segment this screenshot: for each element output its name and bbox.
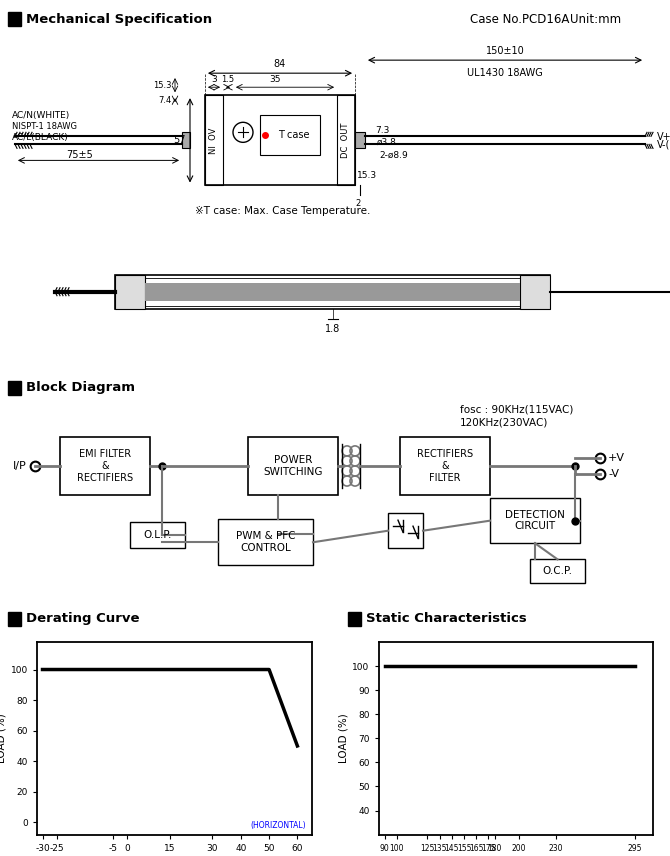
Text: Block Diagram: Block Diagram [26, 381, 135, 394]
Text: EMI FILTER
&
RECTIFIERS: EMI FILTER & RECTIFIERS [77, 449, 133, 483]
Bar [348, 612, 361, 626]
Text: 15.3: 15.3 [153, 80, 172, 90]
Text: O.L.P.: O.L.P. [143, 530, 172, 540]
Bar [130, 522, 185, 549]
Text: DC  OUT: DC OUT [342, 122, 350, 158]
Text: fosc : 90KHz(115VAC): fosc : 90KHz(115VAC) [460, 405, 574, 415]
Text: DETECTION
CIRCUIT: DETECTION CIRCUIT [505, 510, 565, 532]
Bar [182, 133, 190, 148]
Text: AC/N(WHITE): AC/N(WHITE) [12, 110, 70, 120]
Text: 57: 57 [174, 135, 186, 146]
Bar [205, 95, 223, 186]
Bar [530, 559, 585, 584]
Text: AC/L(BLACK): AC/L(BLACK) [12, 133, 69, 142]
Text: 3: 3 [211, 75, 217, 84]
Text: +V: +V [608, 453, 625, 463]
Text: ※T case: Max. Case Temperature.: ※T case: Max. Case Temperature. [195, 205, 371, 216]
Bar [355, 133, 365, 148]
Text: T case: T case [278, 130, 310, 140]
Text: UL1430 18AWG: UL1430 18AWG [467, 68, 543, 78]
Text: 15.3: 15.3 [357, 171, 377, 180]
Text: POWER
SWITCHING: POWER SWITCHING [263, 455, 323, 477]
Bar [145, 282, 520, 300]
Text: 7.4: 7.4 [159, 96, 172, 104]
Bar [60, 437, 150, 495]
Text: 75±5: 75±5 [66, 151, 93, 160]
Text: Unit:mm: Unit:mm [570, 13, 621, 26]
Bar [490, 498, 580, 544]
Bar [8, 12, 21, 26]
Text: 2: 2 [355, 199, 360, 209]
Text: 1.8: 1.8 [325, 324, 340, 334]
Bar [520, 275, 550, 309]
Text: 1.5: 1.5 [222, 75, 234, 84]
Bar [260, 116, 320, 156]
Text: RECTIFIERS
&
FILTER: RECTIFIERS & FILTER [417, 449, 473, 483]
Bar [205, 95, 355, 186]
Text: -V: -V [608, 469, 619, 479]
Bar [248, 437, 338, 495]
Bar [388, 513, 423, 549]
Text: Derating Curve: Derating Curve [26, 612, 139, 625]
Text: 7.3: 7.3 [375, 126, 389, 134]
Bar [337, 95, 355, 186]
Text: NISPT-1 18AWG: NISPT-1 18AWG [12, 122, 77, 131]
Text: Case No.PCD16A: Case No.PCD16A [470, 13, 570, 26]
Y-axis label: LOAD (%): LOAD (%) [338, 713, 348, 764]
Bar [400, 437, 490, 495]
Text: (HORIZONTAL): (HORIZONTAL) [251, 821, 306, 830]
Bar [8, 612, 21, 626]
Text: 84: 84 [274, 59, 286, 69]
Text: I/P: I/P [13, 461, 27, 471]
Bar [115, 275, 550, 309]
Y-axis label: LOAD (%): LOAD (%) [0, 713, 7, 764]
Text: 2-ø8.9: 2-ø8.9 [379, 151, 408, 160]
Text: Static Characteristics: Static Characteristics [366, 612, 527, 625]
Text: V+(RED): V+(RED) [657, 131, 670, 141]
Text: PWM & PFC
CONTROL: PWM & PFC CONTROL [236, 532, 295, 553]
Bar [115, 275, 145, 309]
Text: Mechanical Specification: Mechanical Specification [26, 13, 212, 26]
Text: 35: 35 [269, 75, 281, 84]
Text: 150±10: 150±10 [486, 46, 525, 56]
Text: O.C.P.: O.C.P. [543, 567, 572, 576]
Text: NI  OV: NI OV [210, 128, 218, 153]
Text: 120KHz(230VAC): 120KHz(230VAC) [460, 418, 548, 428]
Text: V-(BLACK): V-(BLACK) [657, 140, 670, 149]
Bar [218, 520, 313, 565]
Bar [8, 381, 21, 395]
Text: ø3.8: ø3.8 [377, 138, 397, 147]
